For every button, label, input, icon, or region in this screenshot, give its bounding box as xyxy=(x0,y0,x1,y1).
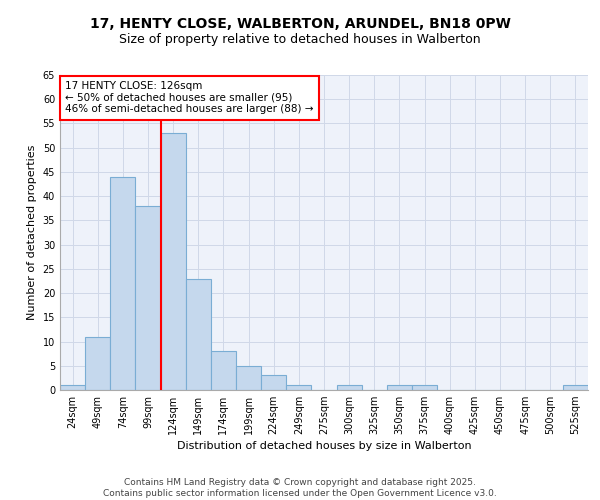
Bar xyxy=(110,177,136,390)
Text: Size of property relative to detached houses in Walberton: Size of property relative to detached ho… xyxy=(119,32,481,46)
Bar xyxy=(387,385,412,390)
Bar xyxy=(186,278,211,390)
Bar xyxy=(412,385,437,390)
Text: 17, HENTY CLOSE, WALBERTON, ARUNDEL, BN18 0PW: 17, HENTY CLOSE, WALBERTON, ARUNDEL, BN1… xyxy=(89,18,511,32)
Bar xyxy=(85,336,110,390)
Bar xyxy=(563,385,588,390)
Text: 17 HENTY CLOSE: 126sqm
← 50% of detached houses are smaller (95)
46% of semi-det: 17 HENTY CLOSE: 126sqm ← 50% of detached… xyxy=(65,82,314,114)
Bar xyxy=(60,385,85,390)
Y-axis label: Number of detached properties: Number of detached properties xyxy=(27,145,37,320)
Bar xyxy=(211,351,236,390)
Bar xyxy=(337,385,362,390)
Bar xyxy=(236,366,261,390)
Bar xyxy=(136,206,161,390)
Text: Contains HM Land Registry data © Crown copyright and database right 2025.
Contai: Contains HM Land Registry data © Crown c… xyxy=(103,478,497,498)
Bar xyxy=(261,376,286,390)
Bar xyxy=(161,133,186,390)
X-axis label: Distribution of detached houses by size in Walberton: Distribution of detached houses by size … xyxy=(176,442,472,452)
Bar xyxy=(286,385,311,390)
